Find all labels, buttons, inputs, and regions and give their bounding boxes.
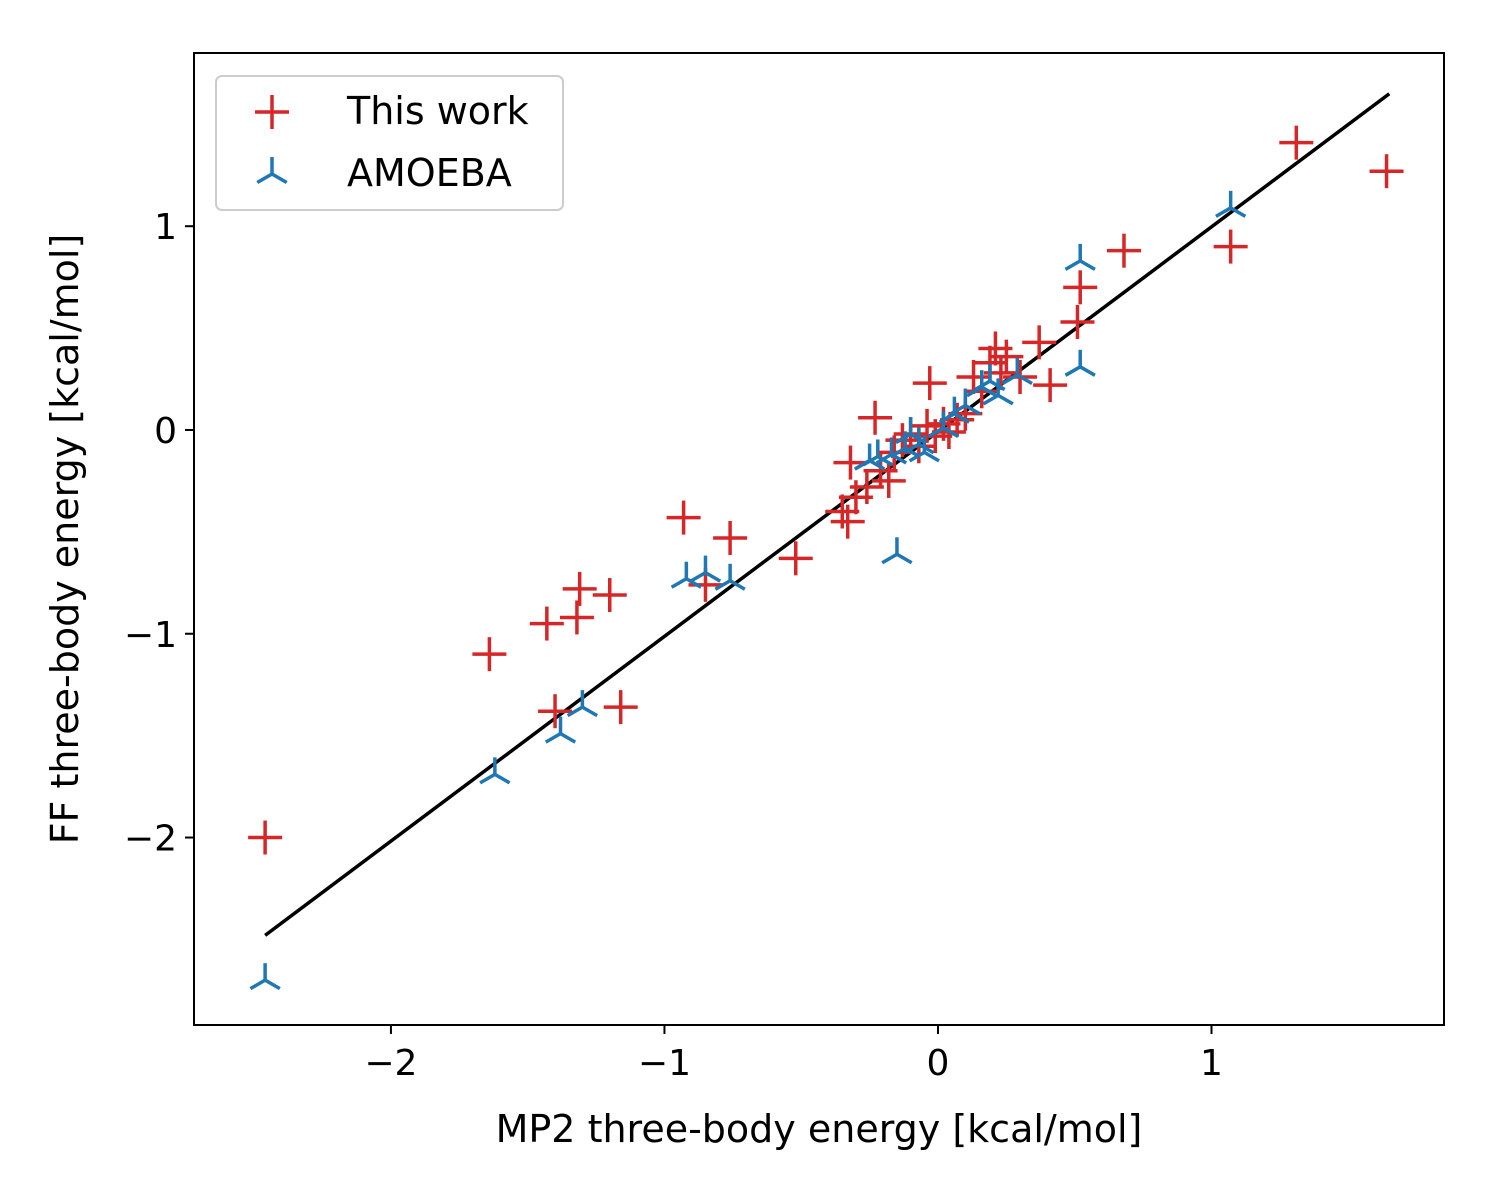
data-point [1064, 349, 1096, 377]
data-point [881, 537, 913, 565]
data-point [903, 427, 935, 455]
plot-area [194, 53, 1444, 1025]
data-point [559, 600, 594, 635]
legend-label-amoeba: AMOEBA [347, 151, 512, 195]
data-point [989, 339, 1024, 374]
data-point [849, 470, 884, 505]
x-tick-label: 0 [927, 1043, 950, 1084]
data-point [830, 504, 865, 539]
y-tick-label: 0 [154, 411, 177, 452]
y-axis-label: FF three-body energy [kcal/mol] [43, 234, 87, 845]
reference-line-segment [264, 92, 1391, 937]
data-point [862, 439, 894, 467]
data-point [778, 541, 813, 576]
data-point [1215, 190, 1247, 218]
data-point [689, 555, 722, 583]
data-point [713, 520, 748, 555]
data-point [1106, 233, 1141, 268]
data-point [603, 690, 638, 725]
legend-tri-icon [256, 157, 288, 185]
data-point [592, 578, 627, 613]
data-point [949, 388, 981, 416]
legend-label-this-work: This work [346, 89, 529, 133]
series-amoeba [249, 190, 1247, 991]
data-point [912, 366, 947, 401]
data-point [670, 561, 702, 589]
legend: This work AMOEBA [215, 75, 564, 211]
data-point [249, 963, 281, 991]
data-point [833, 445, 868, 480]
data-point [858, 400, 893, 435]
data-point [472, 637, 507, 672]
x-axis-ticks: −2 −1 0 1 [364, 1025, 1223, 1084]
x-tick-label: −2 [364, 1043, 417, 1084]
data-point [666, 500, 701, 535]
data-series [248, 125, 1404, 991]
y-tick-label: −2 [124, 819, 177, 860]
data-point [1033, 368, 1068, 403]
data-point [1060, 304, 1095, 339]
data-point [714, 563, 746, 591]
data-point [479, 757, 511, 785]
data-point [1279, 125, 1314, 160]
data-point [908, 435, 940, 463]
data-point [1213, 229, 1248, 264]
x-axis-label: MP2 three-body energy [kcal/mol] [496, 1107, 1143, 1151]
plot-frame [193, 52, 1445, 1026]
data-point [982, 378, 1014, 406]
legend-marker-this-work [255, 95, 289, 129]
legend-box [215, 75, 564, 211]
x-tick-label: 1 [1200, 1043, 1223, 1084]
data-point [566, 690, 598, 718]
x-tick-label: −1 [638, 1043, 691, 1084]
data-point [1369, 154, 1404, 189]
data-point [544, 716, 577, 744]
y-axis-ticks: −2 −1 0 1 [124, 207, 194, 860]
data-point [1001, 357, 1033, 385]
y-tick-label: −1 [124, 615, 177, 656]
data-point [1022, 325, 1057, 360]
legend-marker-amoeba [256, 157, 288, 185]
data-point [956, 360, 991, 394]
data-point [248, 820, 283, 855]
data-point [1063, 270, 1098, 305]
data-point [562, 571, 597, 606]
legend-plus-icon [255, 95, 289, 129]
data-point [538, 694, 573, 729]
data-point [871, 463, 906, 498]
data-point [1064, 243, 1096, 271]
data-point [529, 606, 564, 641]
y-tick-label: 1 [154, 207, 177, 248]
reference-line [264, 92, 1391, 937]
series-this-work [248, 125, 1404, 855]
